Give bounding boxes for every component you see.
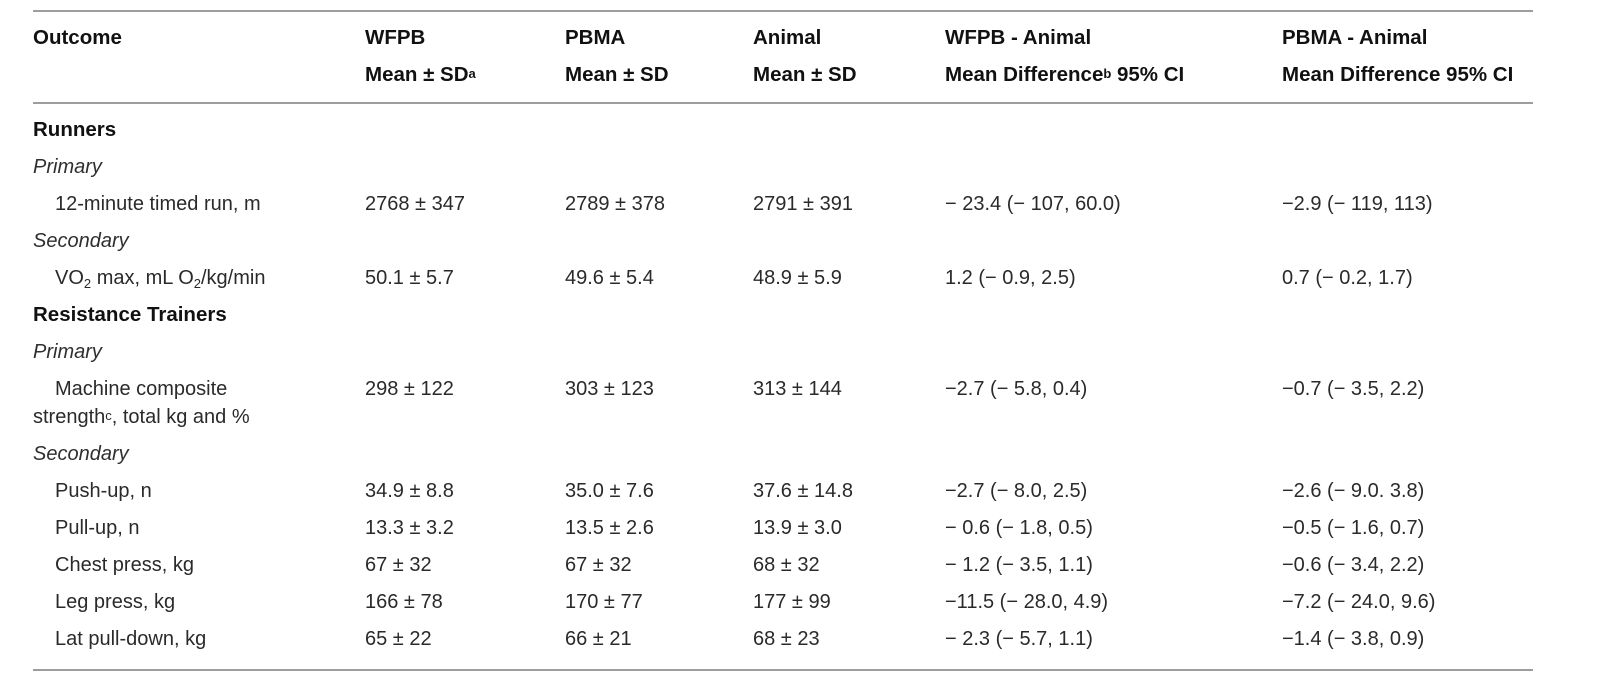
table-row: Chest press, kg 67 ± 32 67 ± 32 68 ± 32 … — [33, 546, 1533, 583]
pbma-cell: 13.5 ± 2.6 — [565, 516, 654, 539]
header-cell-outcome: Outcome — [33, 19, 365, 93]
wfpb-animal-cell: − 2.3 (− 5.7, 1.1) — [945, 627, 1093, 650]
wfpb-animal-cell: −11.5 (− 28.0, 4.9) — [945, 590, 1109, 613]
table-header: Outcome WFPB Mean ± SDa PBMA Mean ± SD A… — [33, 10, 1533, 104]
wfpb-cell: 50.1 ± 5.7 — [365, 266, 454, 289]
header-label: WFPB - Animal — [945, 26, 1092, 49]
pbma-cell: 170 ± 77 — [565, 590, 643, 613]
pbma-cell: 2789 ± 378 — [565, 192, 665, 215]
pbma-animal-cell: −0.6 (− 3.4, 2.2) — [1282, 553, 1425, 576]
footnote-marker-c: c — [105, 407, 112, 423]
subsection-label: Primary — [33, 340, 102, 363]
wfpb-animal-cell: − 1.2 (− 3.5, 1.1) — [945, 553, 1093, 576]
header-cell-pbma-animal: PBMA - Animal Mean Difference 95% CI — [1282, 19, 1533, 93]
header-label: Outcome — [33, 26, 122, 49]
header-label: PBMA — [565, 26, 626, 49]
section-label: Runners — [33, 117, 117, 141]
pbma-cell: 35.0 ± 7.6 — [565, 479, 654, 502]
pbma-cell: 66 ± 21 — [565, 627, 632, 650]
pbma-animal-cell: −2.9 (− 119, 113) — [1282, 192, 1433, 215]
wfpb-cell: 67 ± 32 — [365, 553, 432, 576]
table-row: Pull-up, n 13.3 ± 3.2 13.5 ± 2.6 13.9 ± … — [33, 509, 1533, 546]
table-row: Machine composite strengthc, total kg and… — [33, 370, 1533, 435]
header-subline: Mean Differenceb 95% CI — [945, 63, 1185, 86]
header-cell-wfpb: WFPB Mean ± SDa — [365, 19, 565, 93]
header-label: WFPB — [365, 26, 426, 49]
header-subline: Mean ± SDa — [365, 63, 476, 86]
animal-cell: 68 ± 32 — [753, 553, 820, 576]
table-row: Lat pull-down, kg 65 ± 22 66 ± 21 68 ± 2… — [33, 620, 1533, 657]
animal-cell: 48.9 ± 5.9 — [753, 266, 842, 289]
header-subline: Mean Difference 95% CI — [1282, 63, 1514, 86]
pbma-cell: 67 ± 32 — [565, 553, 632, 576]
wfpb-animal-cell: − 23.4 (− 107, 60.0) — [945, 192, 1121, 215]
header-cell-pbma: PBMA Mean ± SD — [565, 19, 753, 93]
subsection-row-secondary: Secondary — [33, 435, 1533, 472]
wfpb-animal-cell: −2.7 (− 8.0, 2.5) — [945, 479, 1088, 502]
wfpb-cell: 2768 ± 347 — [365, 192, 465, 215]
outcome-cell: Lat pull-down, kg — [55, 627, 207, 650]
header-label: Animal — [753, 26, 822, 49]
subsection-label: Primary — [33, 155, 102, 178]
subsection-row-secondary: Secondary — [33, 222, 1533, 259]
wfpb-cell: 13.3 ± 3.2 — [365, 516, 454, 539]
pbma-animal-cell: −1.4 (− 3.8, 0.9) — [1282, 627, 1425, 650]
table-body: Runners Primary 12-minute timed run, m 2… — [33, 104, 1533, 671]
animal-cell: 37.6 ± 14.8 — [753, 479, 853, 502]
subsection-row-primary: Primary — [33, 333, 1533, 370]
animal-cell: 313 ± 144 — [753, 377, 842, 400]
table-row: Leg press, kg 166 ± 78 170 ± 77 177 ± 99… — [33, 583, 1533, 620]
footnote-marker-b: b — [1103, 66, 1112, 81]
header-subline: Mean ± SD — [565, 63, 669, 86]
section-row-resistance-trainers: Resistance Trainers — [33, 296, 1533, 333]
pbma-animal-cell: −0.5 (− 1.6, 0.7) — [1282, 516, 1425, 539]
outcome-cell: Machine composite strengthc, total kg and… — [33, 377, 250, 428]
outcome-cell: VO2 max, mL O2/kg/min — [55, 266, 266, 291]
header-subline: Mean ± SD — [753, 63, 857, 86]
results-table: Outcome WFPB Mean ± SDa PBMA Mean ± SD A… — [33, 10, 1533, 671]
pbma-animal-cell: 0.7 (− 0.2, 1.7) — [1282, 266, 1413, 289]
subsection-label: Secondary — [33, 229, 129, 252]
pbma-animal-cell: −7.2 (− 24.0, 9.6) — [1282, 590, 1436, 613]
pbma-cell: 49.6 ± 5.4 — [565, 266, 654, 289]
header-cell-animal: Animal Mean ± SD — [753, 19, 945, 93]
animal-cell: 68 ± 23 — [753, 627, 820, 650]
header-cell-wfpb-animal: WFPB - Animal Mean Differenceb 95% CI — [945, 19, 1282, 93]
subscript: 2 — [193, 275, 201, 291]
table-row: 12-minute timed run, m 2768 ± 347 2789 ±… — [33, 185, 1533, 222]
wfpb-cell: 34.9 ± 8.8 — [365, 479, 454, 502]
pbma-animal-cell: −0.7 (− 3.5, 2.2) — [1282, 377, 1425, 400]
wfpb-cell: 65 ± 22 — [365, 627, 432, 650]
table-row: Push-up, n 34.9 ± 8.8 35.0 ± 7.6 37.6 ± … — [33, 472, 1533, 509]
wfpb-cell: 298 ± 122 — [365, 377, 454, 400]
pbma-animal-cell: −2.6 (− 9.0. 3.8) — [1282, 479, 1425, 502]
animal-cell: 177 ± 99 — [753, 590, 831, 613]
wfpb-animal-cell: − 0.6 (− 1.8, 0.5) — [945, 516, 1093, 539]
wfpb-animal-cell: 1.2 (− 0.9, 2.5) — [945, 266, 1076, 289]
pbma-cell: 303 ± 123 — [565, 377, 654, 400]
subsection-row-primary: Primary — [33, 148, 1533, 185]
outcome-cell: 12-minute timed run, m — [55, 192, 261, 215]
animal-cell: 2791 ± 391 — [753, 192, 853, 215]
outcome-cell: Leg press, kg — [55, 590, 176, 613]
section-row-runners: Runners — [33, 111, 1533, 148]
outcome-cell: Pull-up, n — [55, 516, 140, 539]
subsection-label: Secondary — [33, 442, 129, 465]
footnote-marker-a: a — [468, 66, 476, 81]
header-label: PBMA - Animal — [1282, 26, 1428, 49]
wfpb-cell: 166 ± 78 — [365, 590, 443, 613]
outcome-cell: Chest press, kg — [55, 553, 194, 576]
table-row: VO2 max, mL O2/kg/min 50.1 ± 5.7 49.6 ± … — [33, 259, 1533, 296]
subscript: 2 — [83, 275, 92, 291]
outcome-cell: Push-up, n — [55, 479, 152, 502]
wfpb-animal-cell: −2.7 (− 5.8, 0.4) — [945, 377, 1088, 400]
section-label: Resistance Trainers — [33, 302, 227, 326]
animal-cell: 13.9 ± 3.0 — [753, 516, 842, 539]
